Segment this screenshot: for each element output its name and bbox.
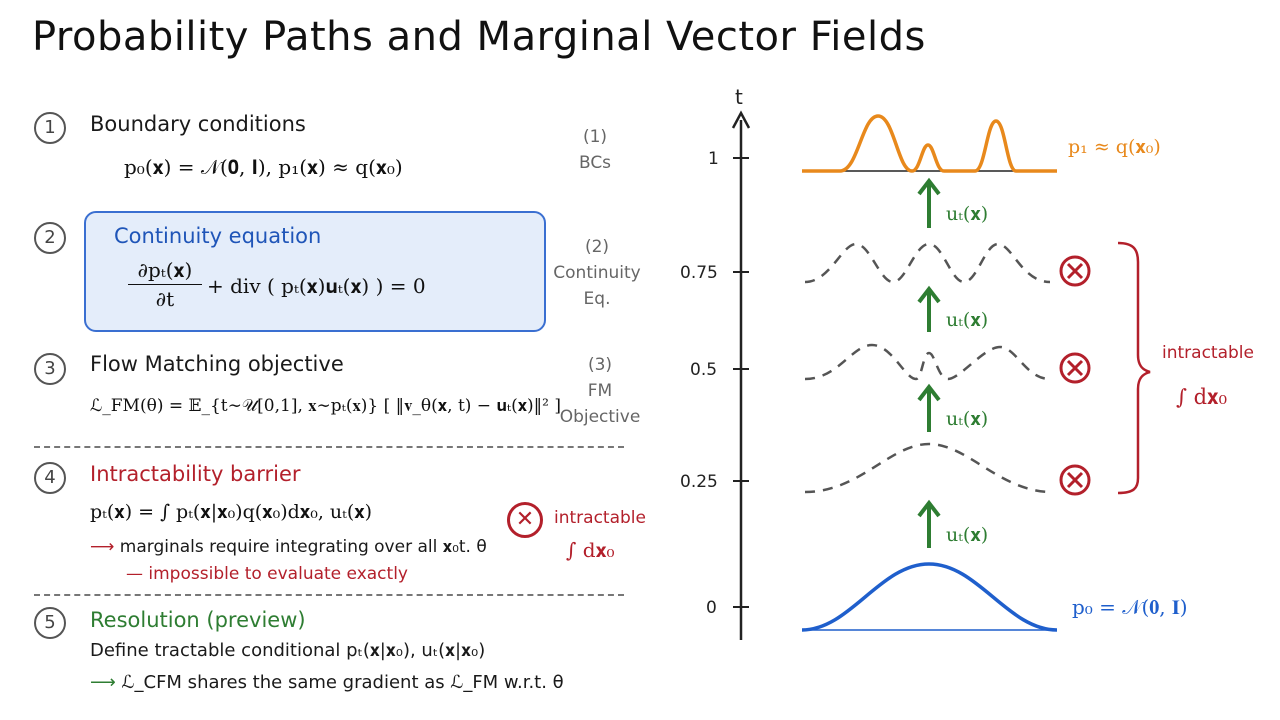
- x-circle-icon: [1059, 255, 1091, 287]
- badge-intractable-label: intractable: [554, 508, 646, 528]
- resolution-line-1: Define tractable conditional pₜ(𝐱|𝐱₀), u…: [90, 640, 486, 661]
- x-circle-icon: [1059, 464, 1091, 496]
- arrow-up-icon-head: [917, 177, 941, 196]
- intractable-x-icon: ✕: [507, 502, 543, 538]
- tick-label-0.75: 0.75: [680, 263, 718, 283]
- arrow-label-u-1: uₜ(𝐱): [946, 524, 988, 546]
- step-number-2: 2: [34, 222, 66, 254]
- label-p1: p₁ ≈ q(𝐱₀): [1068, 136, 1161, 158]
- arrow-label-u-3: uₜ(𝐱): [946, 309, 988, 331]
- bracket: [1117, 241, 1151, 495]
- vector-field-arrows: [917, 177, 941, 548]
- equation-boundary-conditions: p₀(𝐱) = 𝒩(𝟎, 𝐈), p₁(𝐱) ≈ q(𝐱₀): [124, 155, 403, 179]
- continuity-equation-box: [84, 211, 546, 332]
- step-number-3: 3: [34, 353, 66, 385]
- side-note-2: (2) Continuity Eq.: [553, 237, 641, 309]
- note-impossible: — impossible to evaluate exactly: [126, 564, 408, 584]
- bracket-label-integral: ∫ d𝐱₀: [1176, 385, 1227, 409]
- t-axis-label: t: [735, 85, 743, 109]
- step-number-5: 5: [34, 607, 66, 639]
- fraction-numerator: ∂pₜ(𝐱): [128, 258, 202, 285]
- equation-continuity-fraction: ∂pₜ(𝐱) ∂t: [128, 258, 202, 311]
- arrow-label-u-4: uₜ(𝐱): [946, 203, 988, 225]
- arrow-right-icon: ⟶: [90, 672, 116, 693]
- bracket-label-intractable: intractable: [1162, 343, 1254, 363]
- arrow-up-icon-head: [917, 285, 941, 304]
- arrow-up-icon-head: [917, 499, 941, 518]
- note-marginals: ⟶ marginals require integrating over all…: [90, 537, 487, 557]
- tick-label-0.25: 0.25: [680, 472, 718, 492]
- side-note-3: (3) FM Objective: [559, 355, 641, 427]
- heading-boundary-conditions: Boundary conditions: [90, 112, 306, 136]
- step-number-4: 4: [34, 462, 66, 494]
- arrow-label-u-2: uₜ(𝐱): [946, 408, 988, 430]
- t-axis-arrowhead: [731, 110, 751, 129]
- distribution-curve-t075: [804, 242, 1051, 284]
- arrow-up-icon-head: [917, 383, 941, 402]
- step-number-1: 1: [34, 112, 66, 144]
- arrow-right-icon: ⟶: [90, 537, 115, 557]
- divider-2: [34, 594, 624, 596]
- tick-label-0.5: 0.5: [690, 360, 717, 380]
- x-mark: [1066, 471, 1084, 489]
- distribution-curve-t0: [801, 562, 1058, 632]
- divider-1: [34, 446, 624, 448]
- distribution-curve-t025: [804, 442, 1053, 494]
- resolution-line-2: ⟶ ℒ_CFM shares the same gradient as ℒ_FM…: [90, 672, 564, 693]
- equation-fm-objective: ℒ_FM(θ) = 𝔼_{t∼𝒰[0,1], 𝐱∼pₜ(𝐱)} [ ‖𝐯_θ(𝐱…: [90, 396, 562, 416]
- side-note-1: (1) BCs: [578, 127, 612, 173]
- intractable-markers: [1059, 255, 1091, 496]
- equation-marginal: pₜ(𝐱) = ∫ pₜ(𝐱|𝐱₀)q(𝐱₀)d𝐱₀, uₜ(𝐱): [90, 501, 373, 523]
- heading-intractability-barrier: Intractability barrier: [90, 462, 301, 486]
- badge-intractable-integral: ∫ d𝐱₀: [566, 538, 615, 562]
- x-circle-icon: [1059, 352, 1091, 384]
- tick-label-0: 0: [706, 598, 717, 618]
- heading-resolution: Resolution (preview): [90, 608, 306, 632]
- tick-label-1: 1: [708, 149, 719, 169]
- heading-flow-matching-objective: Flow Matching objective: [90, 352, 344, 376]
- page-title: Probability Paths and Marginal Vector Fi…: [32, 14, 926, 60]
- x-mark: [1066, 262, 1084, 280]
- distribution-curve-t1: [802, 114, 1057, 173]
- fraction-denominator: ∂t: [155, 287, 175, 311]
- label-p0: p₀ = 𝒩(𝟎, 𝐈): [1072, 595, 1188, 619]
- equation-continuity-rest: + div ( pₜ(𝐱)𝐮ₜ(𝐱) ) = 0: [207, 274, 426, 298]
- heading-continuity-equation: Continuity equation: [114, 224, 322, 248]
- distribution-curve-t05: [804, 343, 1051, 381]
- x-mark: [1066, 359, 1084, 377]
